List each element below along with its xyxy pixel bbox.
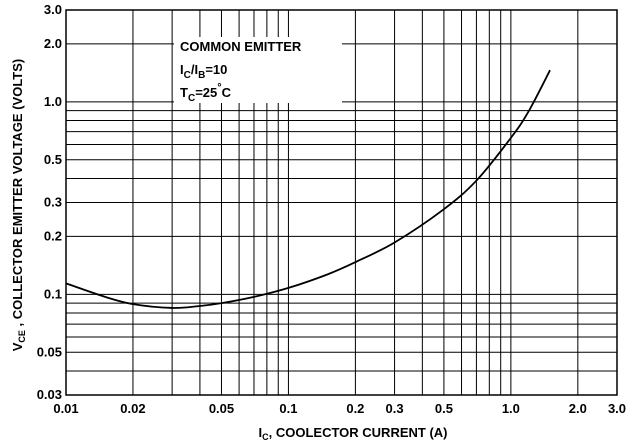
y-axis-label: VCE , COLLECTOR EMITTER VOLTAGE (VOLTS) — [10, 59, 27, 352]
x-axis-label: IC, COOLECTOR CURRENT (A) — [259, 425, 448, 442]
x-tick-label: 0.5 — [435, 401, 453, 416]
y-tick-label: 2.0 — [44, 36, 62, 51]
y-tick-label: 3.0 — [44, 2, 62, 17]
series-line — [65, 69, 551, 309]
annotation-background — [174, 37, 342, 103]
x-tick-label: 1.0 — [502, 401, 520, 416]
x-tick-label: 0.2 — [346, 401, 364, 416]
y-tick-label: 0.03 — [37, 387, 62, 402]
y-tick-label: 1.0 — [44, 94, 62, 109]
x-tick-label: 0.05 — [209, 401, 234, 416]
annotation-common-emitter: COMMON EMITTER — [180, 39, 302, 54]
y-tick-label: 0.5 — [44, 152, 62, 167]
y-tick-labels: 3.0 2.0 1.0 0.5 0.3 0.2 0.1 0.05 0.03 — [37, 2, 62, 402]
x-tick-label: 0.1 — [279, 401, 297, 416]
x-tick-labels: 0.01 0.02 0.05 0.1 0.2 0.3 0.5 1.0 2.0 3.0 — [53, 401, 626, 416]
y-tick-label: 0.1 — [44, 286, 62, 301]
x-tick-label: 2.0 — [569, 401, 587, 416]
x-tick-label: 0.3 — [386, 401, 404, 416]
y-tick-label: 0.2 — [44, 228, 62, 243]
y-tick-label: 0.05 — [37, 344, 62, 359]
y-tick-label: 0.3 — [44, 195, 62, 210]
plot-frame — [65, 9, 618, 396]
annotation-ic-ib-ratio: IC/IB=10 — [180, 62, 227, 81]
x-tick-label: 0.02 — [120, 401, 145, 416]
x-tick-label: 3.0 — [608, 401, 626, 416]
x-tick-label: 0.01 — [53, 401, 78, 416]
annotation-temperature: TC=25°C — [180, 82, 232, 104]
